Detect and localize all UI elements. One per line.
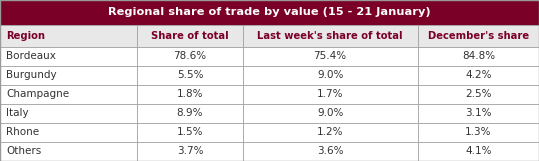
Bar (0, 0, 539, 25)
Bar (243, 142, 418, 161)
Bar (0, 104, 137, 123)
Bar (418, 85, 539, 104)
Text: Champagne: Champagne (6, 89, 70, 99)
Bar (0, 142, 137, 161)
Text: Regional share of trade by value (15 - 21 January): Regional share of trade by value (15 - 2… (108, 7, 431, 18)
Bar (418, 104, 539, 123)
Text: 1.7%: 1.7% (317, 89, 343, 99)
Bar (137, 104, 243, 123)
Text: 9.0%: 9.0% (317, 108, 343, 118)
Text: 1.3%: 1.3% (465, 127, 492, 137)
Text: 78.6%: 78.6% (174, 51, 206, 61)
Bar (0, 25, 137, 47)
Bar (243, 123, 418, 142)
Text: 9.0%: 9.0% (317, 70, 343, 80)
Text: Others: Others (6, 147, 42, 156)
Bar (418, 47, 539, 66)
Bar (137, 47, 243, 66)
Text: 1.8%: 1.8% (177, 89, 203, 99)
Text: 4.1%: 4.1% (465, 147, 492, 156)
Bar (418, 25, 539, 47)
Bar (243, 66, 418, 85)
Text: 1.2%: 1.2% (317, 127, 343, 137)
Bar (137, 142, 243, 161)
Text: 4.2%: 4.2% (465, 70, 492, 80)
Bar (243, 85, 418, 104)
Bar (0, 85, 137, 104)
Text: 8.9%: 8.9% (177, 108, 203, 118)
Bar (137, 85, 243, 104)
Text: 75.4%: 75.4% (314, 51, 347, 61)
Text: December's share: December's share (428, 31, 529, 41)
Text: 5.5%: 5.5% (177, 70, 203, 80)
Text: Share of total: Share of total (151, 31, 229, 41)
Text: Italy: Italy (6, 108, 29, 118)
Bar (418, 66, 539, 85)
Text: Burgundy: Burgundy (6, 70, 57, 80)
Bar (0, 47, 137, 66)
Bar (137, 123, 243, 142)
Text: Last week's share of total: Last week's share of total (258, 31, 403, 41)
Bar (0, 66, 137, 85)
Text: 3.1%: 3.1% (465, 108, 492, 118)
Text: Rhone: Rhone (6, 127, 39, 137)
Text: Bordeaux: Bordeaux (6, 51, 57, 61)
Bar (243, 25, 418, 47)
Bar (418, 123, 539, 142)
Text: 3.6%: 3.6% (317, 147, 343, 156)
Bar (137, 25, 243, 47)
Text: Region: Region (6, 31, 45, 41)
Text: 3.7%: 3.7% (177, 147, 203, 156)
Text: 2.5%: 2.5% (465, 89, 492, 99)
Bar (243, 47, 418, 66)
Text: 84.8%: 84.8% (462, 51, 495, 61)
Bar (0, 123, 137, 142)
Bar (243, 104, 418, 123)
Text: 1.5%: 1.5% (177, 127, 203, 137)
Bar (418, 142, 539, 161)
Bar (137, 66, 243, 85)
